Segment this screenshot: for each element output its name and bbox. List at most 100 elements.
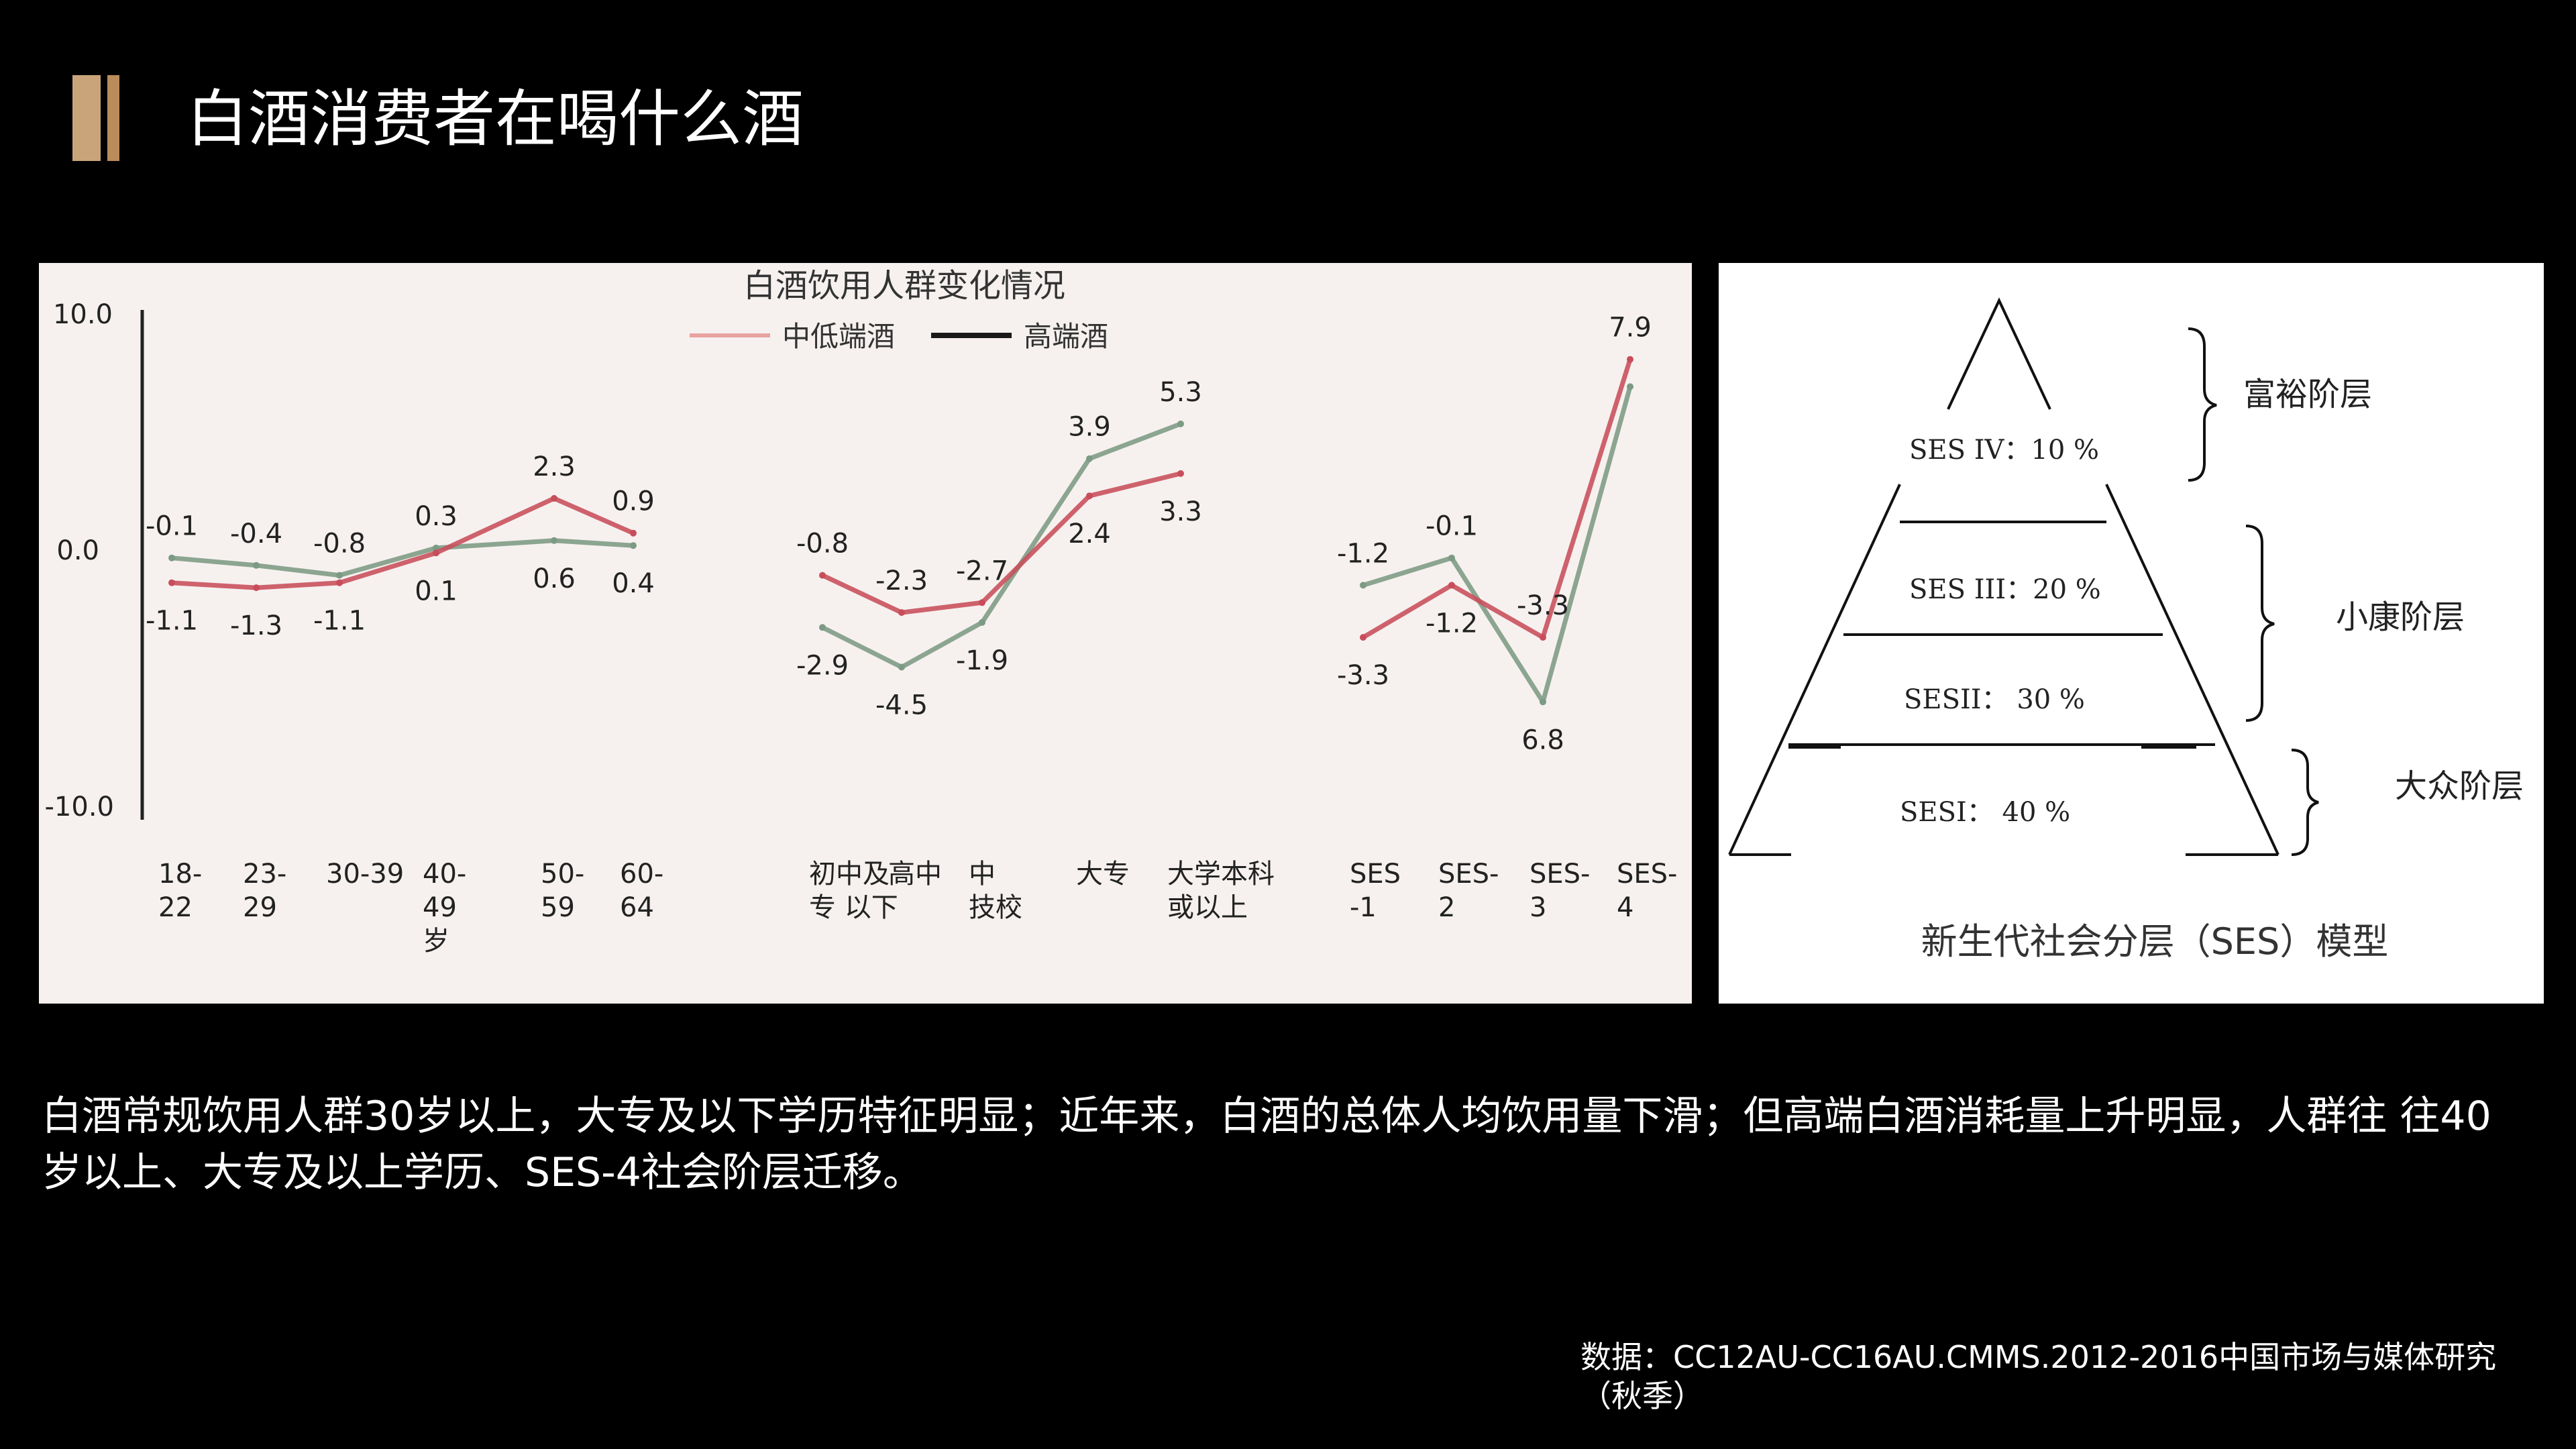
data-label: -1.2 [1426, 608, 1478, 639]
data-point [1448, 554, 1455, 561]
data-point [979, 599, 985, 606]
data-point [336, 572, 343, 579]
y-tick-label: -10.0 [45, 792, 115, 822]
y-tick-label: 0.0 [56, 535, 99, 566]
data-point [1086, 455, 1093, 462]
data-point [1627, 383, 1633, 390]
x-tick-label: 23-29 [243, 859, 286, 923]
data-label: -1.9 [956, 645, 1008, 676]
ses-level-label: SESI： 40 % [1900, 797, 2070, 828]
data-label: -0.1 [1426, 511, 1478, 542]
pyramid-right-edge [2105, 484, 2279, 855]
data-point [630, 529, 637, 537]
data-label: -4.5 [875, 690, 928, 721]
x-tick-label: 大专 [1076, 859, 1130, 890]
pyramid-left-edge [1728, 484, 1901, 855]
data-label: 2.3 [533, 451, 576, 482]
title-accent-block [72, 75, 101, 161]
chart-title: 白酒饮用人群变化情况 [743, 267, 1065, 305]
x-tick-label: 60-64 [620, 859, 663, 923]
data-point [551, 537, 557, 544]
y-tick-label: 10.0 [53, 299, 113, 330]
data-label: -0.4 [230, 519, 282, 549]
data-point [1448, 582, 1455, 589]
ses-group-label: 大众阶层 [2395, 767, 2524, 805]
chart-marks: 18-22 23-29 30-39 40-49 岁 50-59 60-64 -0.1 -0.4 -… [146, 313, 1678, 957]
series-line [169, 496, 636, 590]
data-label: 5.3 [1159, 377, 1202, 408]
data-point [336, 579, 343, 586]
data-label: -2.3 [875, 566, 928, 596]
data-point [819, 572, 826, 579]
data-label: -1.3 [230, 610, 282, 641]
ses-level-label: SES IV：10 % [1909, 435, 2099, 466]
legend-label-mid-low: 中低端酒 [782, 320, 895, 353]
series-line [1360, 384, 1633, 704]
ses-level-label: SES III：20 % [1909, 574, 2101, 605]
data-point [253, 584, 260, 592]
brace-icon [2245, 525, 2275, 722]
x-tick-label: 初中及专 以下 [809, 859, 898, 923]
data-label: 0.9 [612, 486, 655, 517]
data-point [253, 561, 260, 569]
data-point [551, 494, 557, 502]
pyramid-apex-outline [1947, 297, 2051, 410]
data-label: -1.2 [1337, 538, 1389, 569]
series-line [820, 421, 1183, 669]
data-point [1086, 492, 1093, 500]
data-label: 3.9 [1068, 412, 1111, 443]
line-chart: 白酒饮用人群变化情况 中低端酒 高端酒 10.0 0.0 -10.0 18-22… [45, 267, 1678, 957]
data-label: 0.1 [415, 576, 458, 606]
summary-note: 白酒常规饮用人群30岁以上，大专及以下学历特征明显；近年来，白酒的总体人均饮用量… [42, 1093, 2491, 1196]
title-accent-bar [72, 75, 119, 161]
data-label: -2.7 [956, 555, 1008, 586]
data-label: 7.9 [1609, 313, 1652, 343]
slide-title: 白酒消费者在喝什么酒 [186, 83, 804, 155]
legend-label-high: 高端酒 [1024, 320, 1108, 353]
x-tick-label: SES-3 [1529, 859, 1591, 923]
brace-icon [2188, 327, 2217, 482]
ses-group-label: 小康阶层 [2336, 598, 2465, 636]
x-tick-label: 18-22 [158, 859, 202, 923]
line-chart-panel: 白酒饮用人群变化情况 中低端酒 高端酒 10.0 0.0 -10.0 18-22… [39, 263, 1692, 1004]
title-accent-stripe [107, 75, 119, 161]
data-point [1177, 470, 1184, 477]
series-line [1360, 357, 1633, 640]
data-point [1360, 634, 1366, 641]
data-point [433, 549, 439, 557]
x-tick-label: 高中 [888, 859, 942, 890]
data-label: -1.1 [146, 606, 198, 637]
data-label: 6.8 [1521, 724, 1564, 755]
ses-group-label: 富裕阶层 [2243, 376, 2372, 413]
data-label: -1.1 [313, 606, 366, 637]
data-label: 3.3 [1159, 496, 1202, 527]
ses-pyramid: SES IV：10 % SES III：20 % SESII： 30 % SES… [1728, 297, 2524, 963]
data-label: -3.3 [1517, 590, 1569, 621]
data-label: -3.3 [1337, 660, 1389, 691]
ses-pyramid-panel: SES IV：10 % SES III：20 % SESII： 30 % SES… [1719, 263, 2544, 1004]
data-label: 0.6 [533, 564, 576, 594]
data-point [979, 619, 985, 626]
data-point [1540, 698, 1546, 706]
data-label: -2.9 [796, 650, 849, 681]
data-point [630, 542, 637, 549]
data-label: 0.4 [612, 568, 655, 599]
data-point [1177, 420, 1184, 427]
x-tick-label: 40-49 岁 [423, 859, 466, 957]
data-point [168, 554, 175, 561]
data-point [168, 579, 175, 586]
x-tick-label: SES-4 [1617, 859, 1678, 923]
data-label: -0.8 [313, 529, 366, 559]
ses-level-label: SESII： 30 % [1904, 684, 2085, 715]
data-point [898, 609, 905, 616]
x-tick-label: SES-2 [1438, 859, 1499, 923]
x-tick-label: 中技校 [969, 859, 1022, 923]
data-label: 2.4 [1068, 519, 1111, 549]
data-label: -0.8 [796, 529, 849, 559]
brace-icon [2291, 749, 2319, 856]
series-line [169, 538, 636, 578]
data-label: -0.1 [146, 511, 198, 542]
x-tick-label: SES -1 [1350, 859, 1401, 923]
x-tick-label: 30-39 [326, 859, 404, 890]
data-point [819, 624, 826, 631]
